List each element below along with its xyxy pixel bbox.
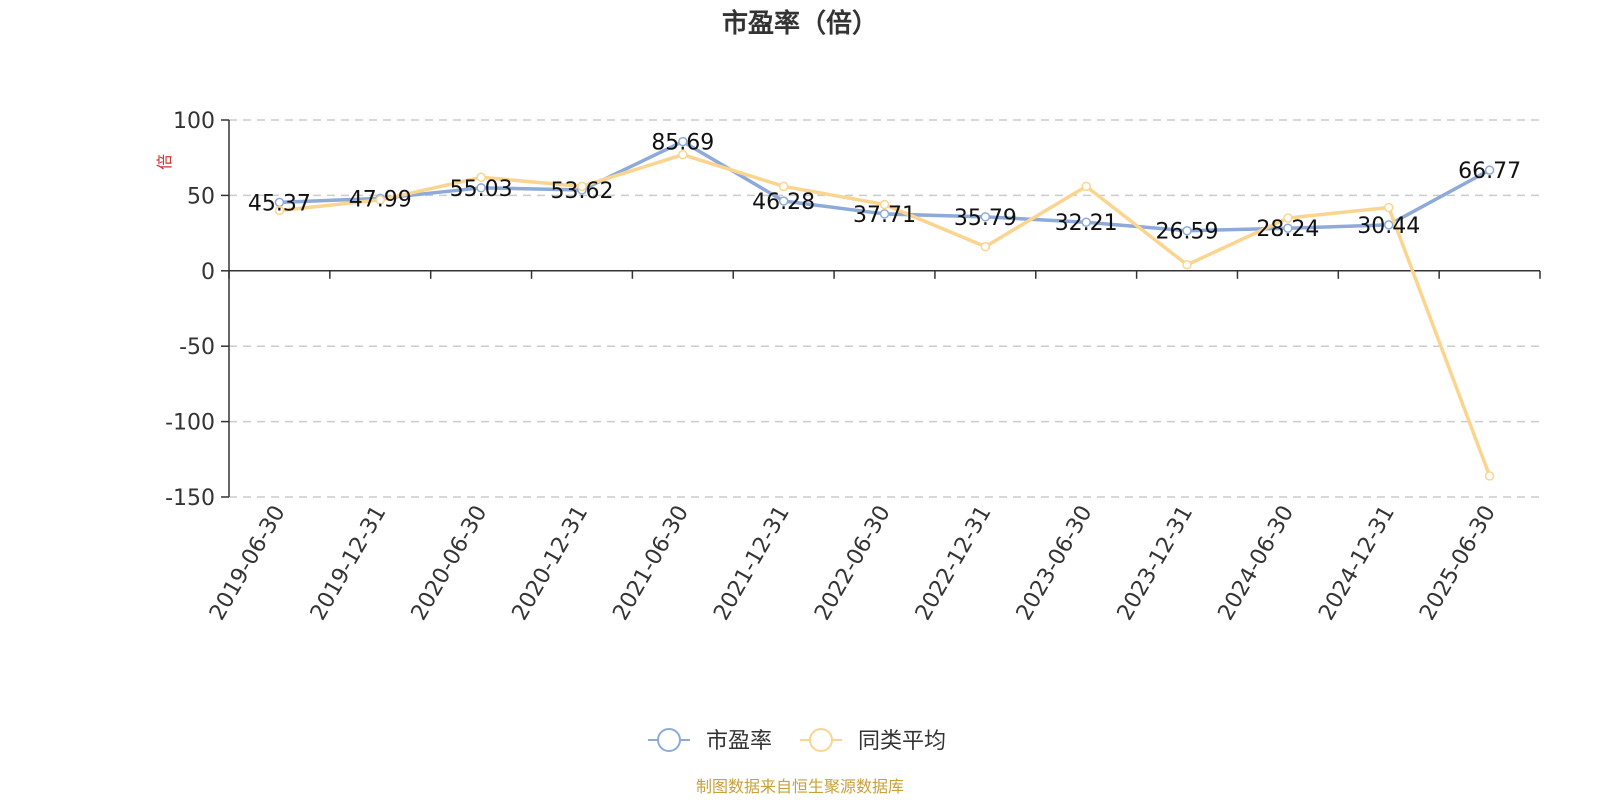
series-1-point-3[interactable] xyxy=(577,181,587,192)
grid-lines xyxy=(229,119,1540,498)
x-tick-label-5: 2021-12-31 xyxy=(709,502,795,625)
legend-label-peer-average: 同类平均 xyxy=(858,729,946,754)
x-tick-label-0: 2019-06-30 xyxy=(205,502,291,625)
y-tick-label-5: -150 xyxy=(165,486,215,511)
data-label-4: 85.69 xyxy=(651,131,714,156)
y-tick-label-3: -50 xyxy=(179,335,215,360)
y-tick-label-0: 100 xyxy=(173,109,215,134)
x-tick-label-6: 2022-06-30 xyxy=(810,502,896,625)
series-1-point-8[interactable] xyxy=(1081,181,1091,192)
series-1-point-7[interactable] xyxy=(980,241,991,252)
legend-marker-pe-ratio xyxy=(657,728,681,752)
data-labels: 45.37 47.99 55.03 53.62 85.69 46.28 37.71 35.79… xyxy=(248,131,1521,245)
data-label-0: 45.37 xyxy=(248,191,311,216)
series-lines xyxy=(274,136,1495,481)
series-0-point-10[interactable] xyxy=(1283,223,1293,233)
x-tick-label-2: 2020-06-30 xyxy=(407,501,493,624)
axes xyxy=(228,120,1540,497)
y-tick-label-2: 0 xyxy=(201,260,215,285)
series-0-point-12[interactable] xyxy=(1484,165,1495,175)
series-1-point-1[interactable] xyxy=(375,195,386,205)
data-label-2: 55.03 xyxy=(450,177,513,202)
data-label-6: 37.71 xyxy=(853,203,916,228)
series-0-point-8[interactable] xyxy=(1081,217,1091,227)
series-0-point-2[interactable] xyxy=(476,183,486,193)
x-tick-label-12: 2025-06-30 xyxy=(1415,502,1501,625)
series-0-point-5[interactable] xyxy=(778,196,789,206)
y-axis-label: 倍 xyxy=(155,154,174,170)
series-0-point-11[interactable] xyxy=(1383,220,1394,230)
series-1-point-12[interactable] xyxy=(1484,471,1495,481)
x-tick-label-11: 2024-12-31 xyxy=(1314,502,1400,625)
y-tick-label-4: -100 xyxy=(165,411,215,436)
series-0-point-7[interactable] xyxy=(980,212,991,222)
x-tick-label-9: 2023-12-31 xyxy=(1113,502,1199,625)
series-1-point-6[interactable] xyxy=(879,199,890,210)
data-label-1: 47.99 xyxy=(349,187,412,212)
series-1-point-9[interactable] xyxy=(1182,260,1192,270)
legend-marker-peer-average xyxy=(809,728,833,752)
x-tick-label-10: 2024-06-30 xyxy=(1214,502,1300,625)
legend-label-pe-ratio: 市盈率 xyxy=(706,729,772,754)
y-tick-label-1: 50 xyxy=(187,184,215,209)
series-1-point-5[interactable] xyxy=(778,181,789,192)
data-label-11: 30.44 xyxy=(1357,214,1420,239)
data-label-12: 66.77 xyxy=(1458,159,1521,184)
legend-item-peer-average[interactable]: 同类平均 xyxy=(800,728,946,754)
x-axis-ticks: 2019-06-30 2019-12-31 2020-06-30 2020-12-31… xyxy=(205,270,1541,625)
series-0-point-9[interactable] xyxy=(1182,225,1192,236)
x-tick-label-3: 2020-12-31 xyxy=(508,502,594,625)
y-axis-ticks: 100 50 0 -50 -100 -150 xyxy=(165,109,229,511)
x-tick-label-7: 2022-12-31 xyxy=(911,502,997,625)
data-label-9: 26.59 xyxy=(1156,220,1219,245)
x-tick-label-1: 2019-12-31 xyxy=(306,502,392,625)
series-1-point-0[interactable] xyxy=(274,205,285,216)
x-tick-label-4: 2021-06-30 xyxy=(608,502,694,625)
series-1-point-4[interactable] xyxy=(678,149,688,160)
data-label-10: 28.24 xyxy=(1256,217,1319,242)
data-source-note: 制图数据来自恒生聚源数据库 xyxy=(696,777,904,796)
series-1-point-10[interactable] xyxy=(1283,213,1293,223)
legend: 市盈率 同类平均 xyxy=(648,728,946,754)
series-0-point-4[interactable] xyxy=(678,136,688,147)
data-label-7: 35.79 xyxy=(954,206,1017,231)
legend-item-pe-ratio[interactable]: 市盈率 xyxy=(648,728,772,754)
data-label-5: 46.28 xyxy=(752,190,815,215)
data-label-3: 53.62 xyxy=(550,179,613,204)
series-0-point-6[interactable] xyxy=(879,209,890,219)
series-1-point-11[interactable] xyxy=(1383,202,1394,213)
x-tick-label-8: 2023-06-30 xyxy=(1012,502,1098,625)
series-1-point-2[interactable] xyxy=(476,172,486,183)
chart-title: 市盈率（倍） xyxy=(722,8,878,39)
data-label-8: 32.21 xyxy=(1055,211,1118,236)
